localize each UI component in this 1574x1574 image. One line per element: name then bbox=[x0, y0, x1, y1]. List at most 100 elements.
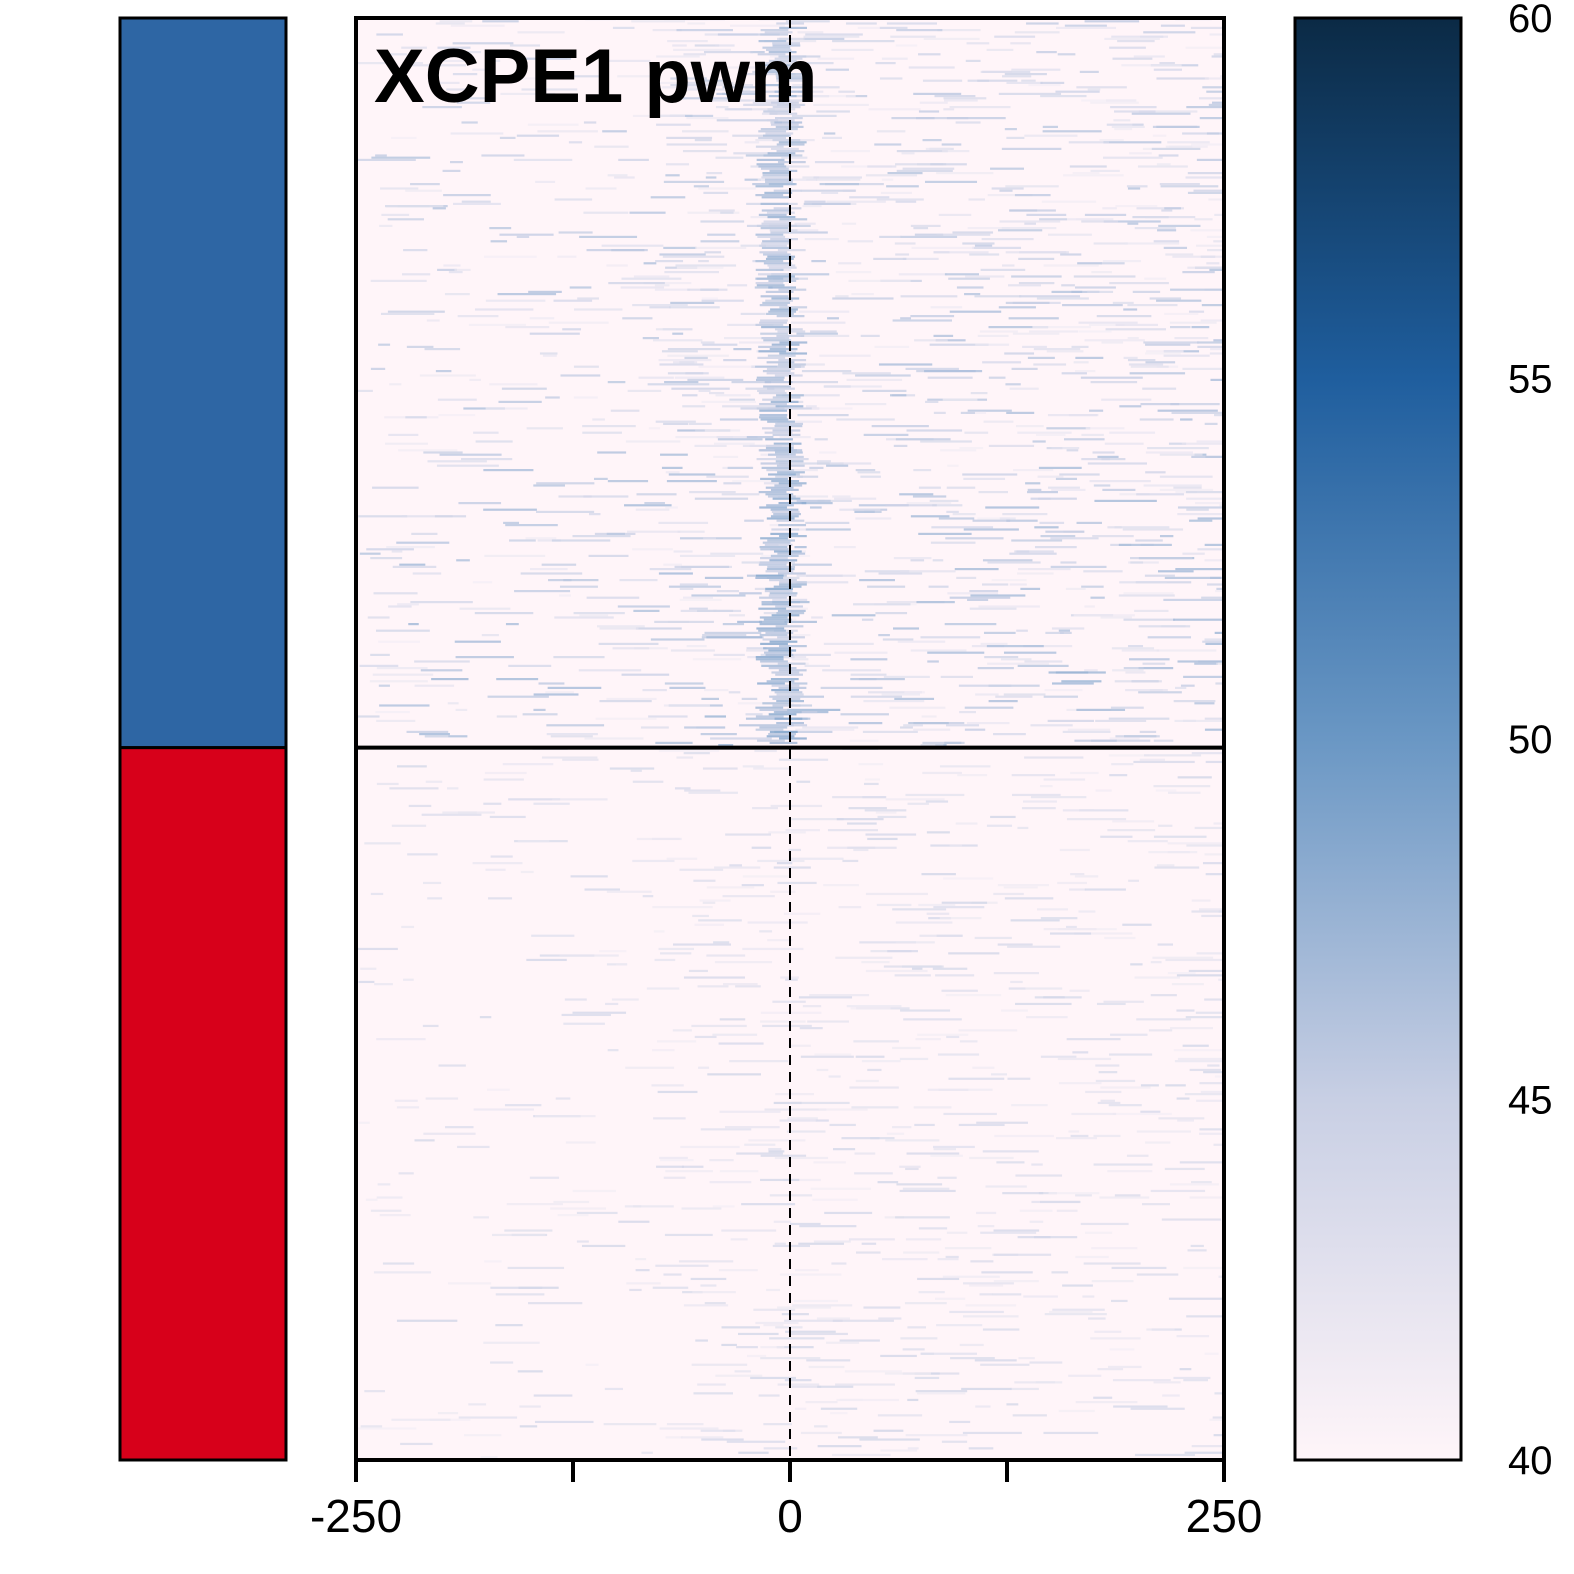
heatmap-streak bbox=[1017, 1236, 1051, 1239]
heatmap-streak bbox=[716, 590, 739, 593]
heatmap-streak bbox=[722, 405, 780, 408]
heatmap-streak bbox=[874, 143, 902, 146]
heatmap-peak-cell bbox=[764, 178, 793, 181]
heatmap-streak bbox=[723, 482, 742, 485]
heatmap-streak bbox=[848, 722, 883, 725]
heatmap-streak bbox=[929, 499, 959, 502]
heatmap-streak bbox=[372, 673, 434, 676]
heatmap-streak bbox=[1126, 185, 1148, 188]
heatmap-streak bbox=[1029, 1220, 1044, 1223]
heatmap-peak-cell bbox=[778, 359, 807, 362]
heatmap-streak bbox=[892, 319, 952, 322]
heatmap-streak bbox=[927, 660, 939, 663]
heatmap-streak bbox=[398, 1172, 414, 1175]
heatmap-peak-cell bbox=[763, 110, 792, 113]
heatmap-peak-cell bbox=[767, 565, 796, 568]
heatmap-streak bbox=[378, 684, 390, 687]
heatmap-streak bbox=[804, 238, 839, 241]
heatmap-streak bbox=[918, 110, 940, 113]
heatmap-streak bbox=[935, 974, 975, 977]
heatmap-streak bbox=[447, 51, 482, 54]
heatmap-streak bbox=[679, 554, 736, 557]
heatmap-streak bbox=[900, 295, 958, 298]
heatmap-streak bbox=[1103, 1000, 1144, 1003]
heatmap-streak bbox=[978, 491, 1009, 494]
heatmap-streak bbox=[1196, 1099, 1224, 1102]
heatmap-streak bbox=[794, 1407, 807, 1410]
heatmap-streak bbox=[1205, 760, 1224, 764]
heatmap-streak bbox=[1129, 658, 1170, 661]
heatmap-streak bbox=[534, 1420, 594, 1424]
heatmap-streak bbox=[1121, 64, 1182, 67]
heatmap-streak bbox=[1022, 345, 1047, 348]
heatmap-peak-cell bbox=[760, 29, 789, 32]
heatmap-streak bbox=[410, 183, 440, 186]
heatmap-streak bbox=[1115, 323, 1158, 326]
heatmap-streak bbox=[484, 554, 546, 557]
heatmap-streak bbox=[997, 884, 1050, 887]
heatmap-streak bbox=[965, 1304, 1017, 1307]
heatmap-streak bbox=[845, 95, 868, 98]
heatmap-peak-cell bbox=[763, 134, 791, 137]
heatmap-streak bbox=[1125, 671, 1146, 674]
heatmap-streak bbox=[1218, 1275, 1224, 1278]
heatmap-streak bbox=[1204, 77, 1224, 80]
heatmap-streak bbox=[1115, 205, 1158, 208]
heatmap-streak bbox=[529, 332, 580, 335]
heatmap-streak bbox=[483, 1341, 540, 1344]
heatmap-streak bbox=[844, 1370, 902, 1373]
heatmap-streak bbox=[431, 678, 469, 681]
heatmap-streak bbox=[1014, 550, 1054, 553]
heatmap-peak-cell bbox=[758, 563, 787, 566]
heatmap-streak bbox=[911, 246, 974, 249]
heatmap-streak bbox=[814, 438, 828, 441]
heatmap-streak bbox=[1204, 559, 1224, 562]
heatmap-streak bbox=[385, 53, 407, 56]
heatmap-streak bbox=[373, 1271, 432, 1274]
heatmap-streak bbox=[1081, 99, 1137, 102]
heatmap-streak bbox=[1017, 826, 1029, 830]
heatmap-streak bbox=[1014, 1381, 1056, 1384]
heatmap-streak bbox=[682, 150, 727, 153]
heatmap-streak bbox=[1122, 923, 1152, 926]
heatmap-streak bbox=[687, 22, 706, 25]
heatmap-peak-cell bbox=[772, 429, 801, 432]
heatmap-streak bbox=[1214, 213, 1224, 216]
heatmap-streak bbox=[940, 449, 977, 452]
heatmap-streak bbox=[665, 1436, 683, 1439]
heatmap-streak bbox=[884, 1216, 904, 1219]
heatmap-streak bbox=[663, 704, 710, 707]
heatmap-streak bbox=[1143, 484, 1202, 487]
heatmap-streak bbox=[714, 442, 755, 445]
heatmap-streak bbox=[636, 493, 677, 496]
heatmap-streak bbox=[949, 1420, 971, 1424]
heatmap-streak bbox=[748, 1139, 806, 1142]
heatmap-streak bbox=[1142, 662, 1166, 665]
heatmap-streak bbox=[785, 1330, 836, 1333]
heatmap-streak bbox=[1023, 645, 1073, 648]
heatmap-streak bbox=[778, 758, 829, 761]
heatmap-streak bbox=[738, 1332, 779, 1336]
heatmap-streak bbox=[905, 367, 959, 370]
heatmap-streak bbox=[736, 88, 751, 91]
heatmap-streak bbox=[846, 1005, 902, 1008]
heatmap-streak bbox=[683, 976, 745, 979]
heatmap-streak bbox=[1113, 1405, 1168, 1408]
heatmap-streak bbox=[963, 528, 1019, 531]
heatmap-peak-cell bbox=[771, 297, 800, 300]
heatmap-streak bbox=[762, 1024, 812, 1028]
heatmap-streak bbox=[1114, 526, 1170, 529]
heatmap-streak bbox=[1174, 1060, 1224, 1063]
heatmap-streak bbox=[593, 477, 608, 480]
heatmap-peak-cell bbox=[767, 255, 796, 258]
heatmap-streak bbox=[489, 59, 501, 62]
heatmap-streak bbox=[936, 1324, 983, 1327]
heatmap-streak bbox=[716, 92, 765, 95]
heatmap-streak bbox=[1145, 471, 1166, 474]
heatmap-streak bbox=[520, 870, 534, 874]
heatmap-streak bbox=[1204, 998, 1224, 1001]
heatmap-streak bbox=[834, 497, 877, 500]
heatmap-streak bbox=[923, 37, 980, 40]
heatmap-peak-cell bbox=[772, 433, 801, 436]
heatmap-peak-cell bbox=[757, 62, 785, 65]
